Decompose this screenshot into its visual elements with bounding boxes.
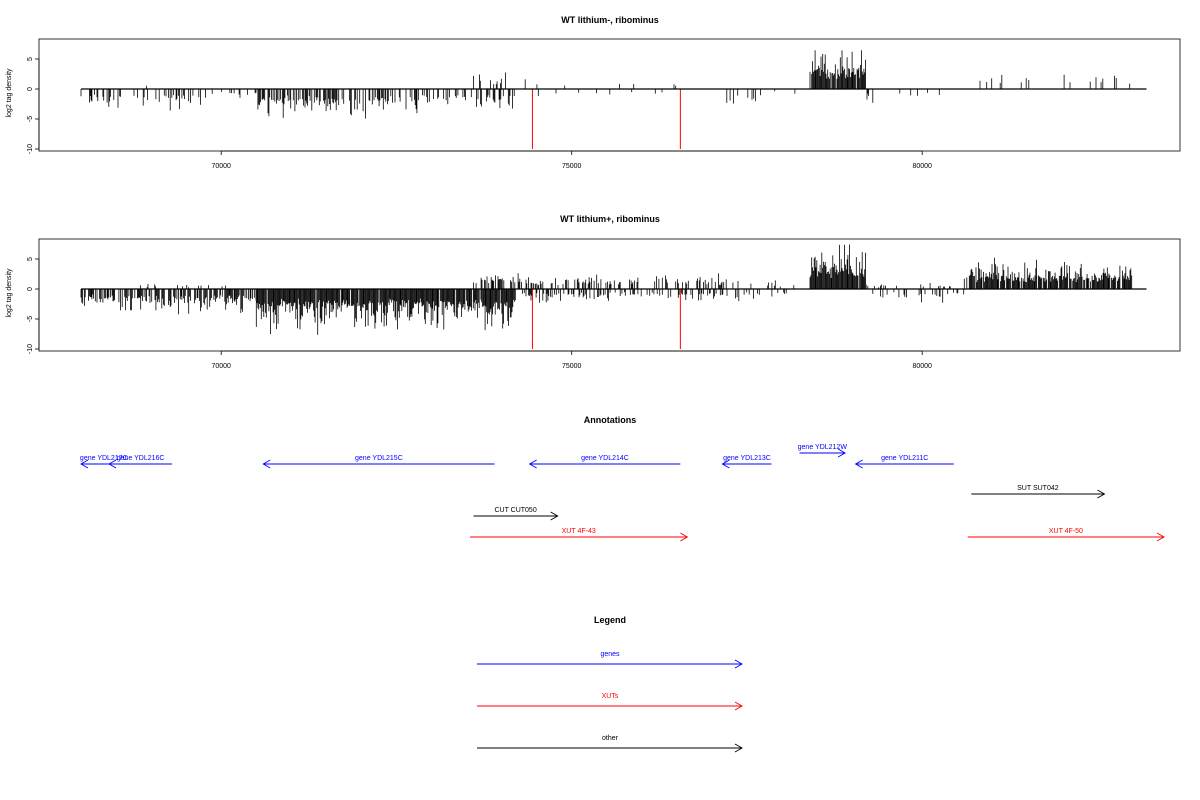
red-markers	[531, 289, 681, 349]
legend-label: genes	[600, 651, 620, 658]
panel-title: WT lithium-, ribominus	[561, 15, 659, 25]
legend-label: other	[602, 735, 619, 742]
y-tick-label: 0	[27, 87, 34, 91]
feature-label: XUT 4F-43	[562, 528, 596, 535]
coverage-bars	[80, 244, 1133, 335]
plot-frame	[38, 38, 1181, 152]
legend-items: genes XUTs other	[477, 651, 743, 753]
annotation-feature: XUT 4F-43	[470, 528, 689, 542]
annotation-feature: gene YDL214C	[528, 455, 681, 469]
arrow-head	[108, 459, 117, 469]
x-tick-label: 75000	[562, 363, 582, 370]
x-axis: 70000 75000 80000	[211, 150, 932, 170]
x-tick-label: 70000	[211, 363, 231, 370]
feature-label: gene YDL217C	[80, 455, 128, 462]
x-tick-label: 80000	[912, 163, 932, 170]
arrow-head	[528, 459, 537, 469]
y-tick-label: -5	[27, 316, 34, 322]
x-tick-label: 75000	[562, 163, 582, 170]
feature-label: gene YDL212W	[798, 444, 848, 451]
annotation-feature: gene YDL212W	[798, 444, 848, 458]
legend-title: Legend	[594, 615, 626, 625]
y-tick-label: -10	[27, 144, 34, 154]
arrow-head	[1156, 532, 1165, 542]
arrow-head	[721, 459, 730, 469]
annotations-title: Annotations	[584, 415, 637, 425]
y-tick-label: 0	[27, 287, 34, 291]
feature-label: XUT 4F-50	[1049, 528, 1083, 535]
feature-label: gene YDL214C	[581, 455, 629, 462]
coverage-panel-lithium-minus: WT lithium-, ribominus log2 tag density …	[6, 15, 1181, 170]
y-axis-label: log2 tag density	[6, 268, 13, 318]
arrow-head	[837, 448, 846, 458]
y-tick-label: 5	[27, 257, 34, 261]
y-axis: -10 -5 0 5	[27, 257, 40, 354]
coverage-panel-lithium-plus: WT lithium+, ribominus log2 tag density …	[6, 214, 1181, 370]
panel-title: WT lithium+, ribominus	[560, 214, 660, 224]
arrow-head	[1097, 489, 1106, 499]
annotation-feature: gene YDL216C	[108, 455, 173, 469]
arrow-head	[262, 459, 271, 469]
arrow-head	[680, 532, 689, 542]
annotation-feature: XUT 4F-50	[967, 528, 1165, 542]
arrow-head	[80, 459, 89, 469]
feature-label: CUT CUT050	[494, 507, 536, 514]
arrow-head	[550, 511, 559, 521]
arrow-head	[854, 459, 863, 469]
feature-label: gene YDL213C	[723, 455, 771, 462]
feature-label: gene YDL215C	[355, 455, 403, 462]
arrow-head	[734, 659, 743, 669]
x-tick-label: 80000	[912, 363, 932, 370]
y-tick-label: 5	[27, 57, 34, 61]
legend-label: XUTs	[602, 693, 619, 700]
legend: Legend genes XUTs other	[477, 615, 743, 753]
y-tick-label: -5	[27, 116, 34, 122]
annotation-feature: gene YDL213C	[721, 455, 772, 469]
red-markers	[531, 89, 681, 149]
legend-entry: XUTs	[477, 693, 743, 711]
annotation-feature: gene YDL211C	[854, 455, 954, 469]
legend-entry: other	[477, 735, 743, 753]
arrow-head	[734, 743, 743, 753]
arrow-head	[734, 701, 743, 711]
feature-label: SUT SUT042	[1017, 485, 1059, 492]
y-tick-label: -10	[27, 344, 34, 354]
y-axis-label: log2 tag density	[6, 68, 13, 118]
feature-label: gene YDL211C	[881, 455, 928, 462]
annotation-feature: gene YDL215C	[262, 455, 495, 469]
annotation-feature: SUT SUT042	[971, 485, 1106, 499]
legend-entry: genes	[477, 651, 743, 669]
x-tick-label: 70000	[211, 163, 231, 170]
coverage-bars	[80, 50, 1131, 119]
annotation-feature: CUT CUT050	[473, 507, 559, 521]
x-axis: 70000 75000 80000	[211, 350, 932, 370]
y-axis: -10 -5 0 5	[27, 57, 40, 154]
feature-label: gene YDL216C	[117, 455, 165, 462]
